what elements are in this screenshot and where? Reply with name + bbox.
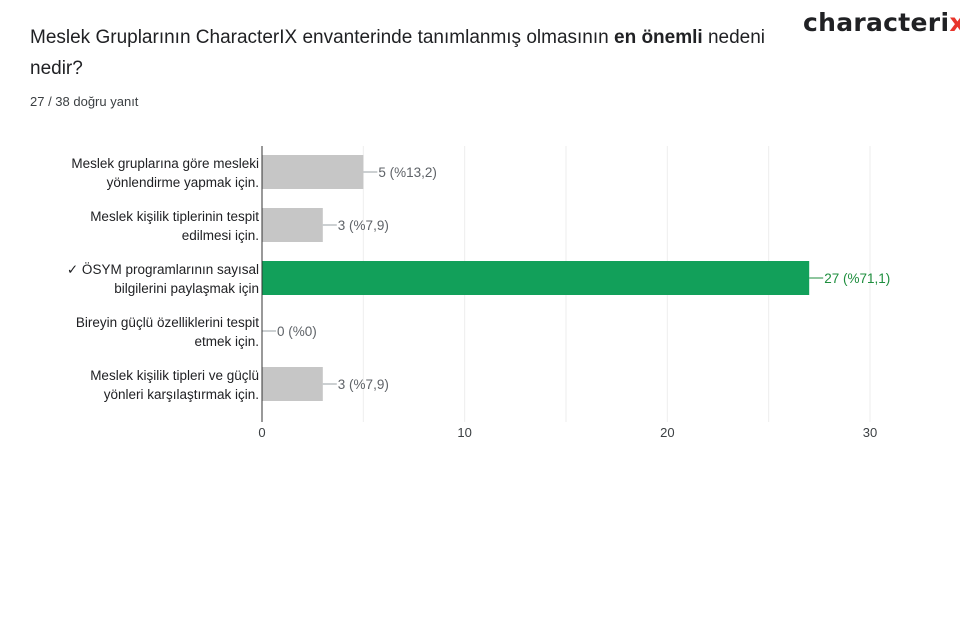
bar bbox=[262, 367, 323, 401]
value-label: 0 (%0) bbox=[277, 324, 317, 339]
logo-text: characteri bbox=[803, 8, 950, 37]
question-title: Meslek Gruplarının CharacterIX envanteri… bbox=[30, 22, 790, 84]
correct-answer-count: 27 / 38 doğru yanıt bbox=[30, 94, 139, 109]
category-label: bilgilerini paylaşmak için bbox=[114, 281, 259, 296]
category-label: yönleri karşılaştırmak için. bbox=[104, 387, 259, 402]
x-tick-label: 20 bbox=[660, 425, 674, 440]
characterix-logo: characterix) bbox=[803, 8, 960, 37]
value-label: 27 (%71,1) bbox=[824, 271, 890, 286]
category-label: Meslek kişilik tipleri ve güçlü bbox=[90, 368, 259, 383]
category-labels: Meslek gruplarına göre mesleki yönlendirm… bbox=[67, 156, 259, 402]
question-text-start: Meslek Gruplarının CharacterIX envanteri… bbox=[30, 27, 614, 48]
category-label: Meslek gruplarına göre mesleki bbox=[71, 156, 259, 171]
category-label: Meslek kişilik tiplerinin tespit bbox=[90, 209, 259, 224]
question-text-bold: en önemli bbox=[614, 27, 703, 48]
x-tick-label: 10 bbox=[457, 425, 471, 440]
question-text-end: nedeni nedir? bbox=[30, 27, 766, 79]
category-label: ✓ ÖSYM programlarının sayısal bbox=[67, 262, 259, 277]
bar bbox=[262, 261, 810, 295]
category-label: yönlendirme yapmak için. bbox=[107, 175, 259, 190]
bar bbox=[262, 155, 364, 189]
category-label: etmek için. bbox=[194, 334, 259, 349]
value-label: 3 (%7,9) bbox=[338, 218, 389, 233]
value-label: 5 (%13,2) bbox=[378, 165, 437, 180]
x-tick-label: 0 bbox=[258, 425, 265, 440]
answers-bar-chart: 5 (%13,2) 3 (%7,9) 27 (%71,1) 0 (%0) 3 (%7,9… bbox=[67, 146, 890, 440]
x-tick-label: 30 bbox=[863, 425, 877, 440]
category-label: edilmesi için. bbox=[182, 228, 259, 243]
category-label: Bireyin güçlü özelliklerini tespit bbox=[76, 315, 259, 330]
bars: 5 (%13,2) 3 (%7,9) 27 (%71,1) 0 (%0) 3 (%7,9… bbox=[262, 155, 890, 401]
logo-x: x bbox=[949, 8, 960, 37]
value-label: 3 (%7,9) bbox=[338, 377, 389, 392]
x-axis-ticks: 0 10 20 30 bbox=[258, 425, 877, 440]
bar bbox=[262, 208, 323, 242]
